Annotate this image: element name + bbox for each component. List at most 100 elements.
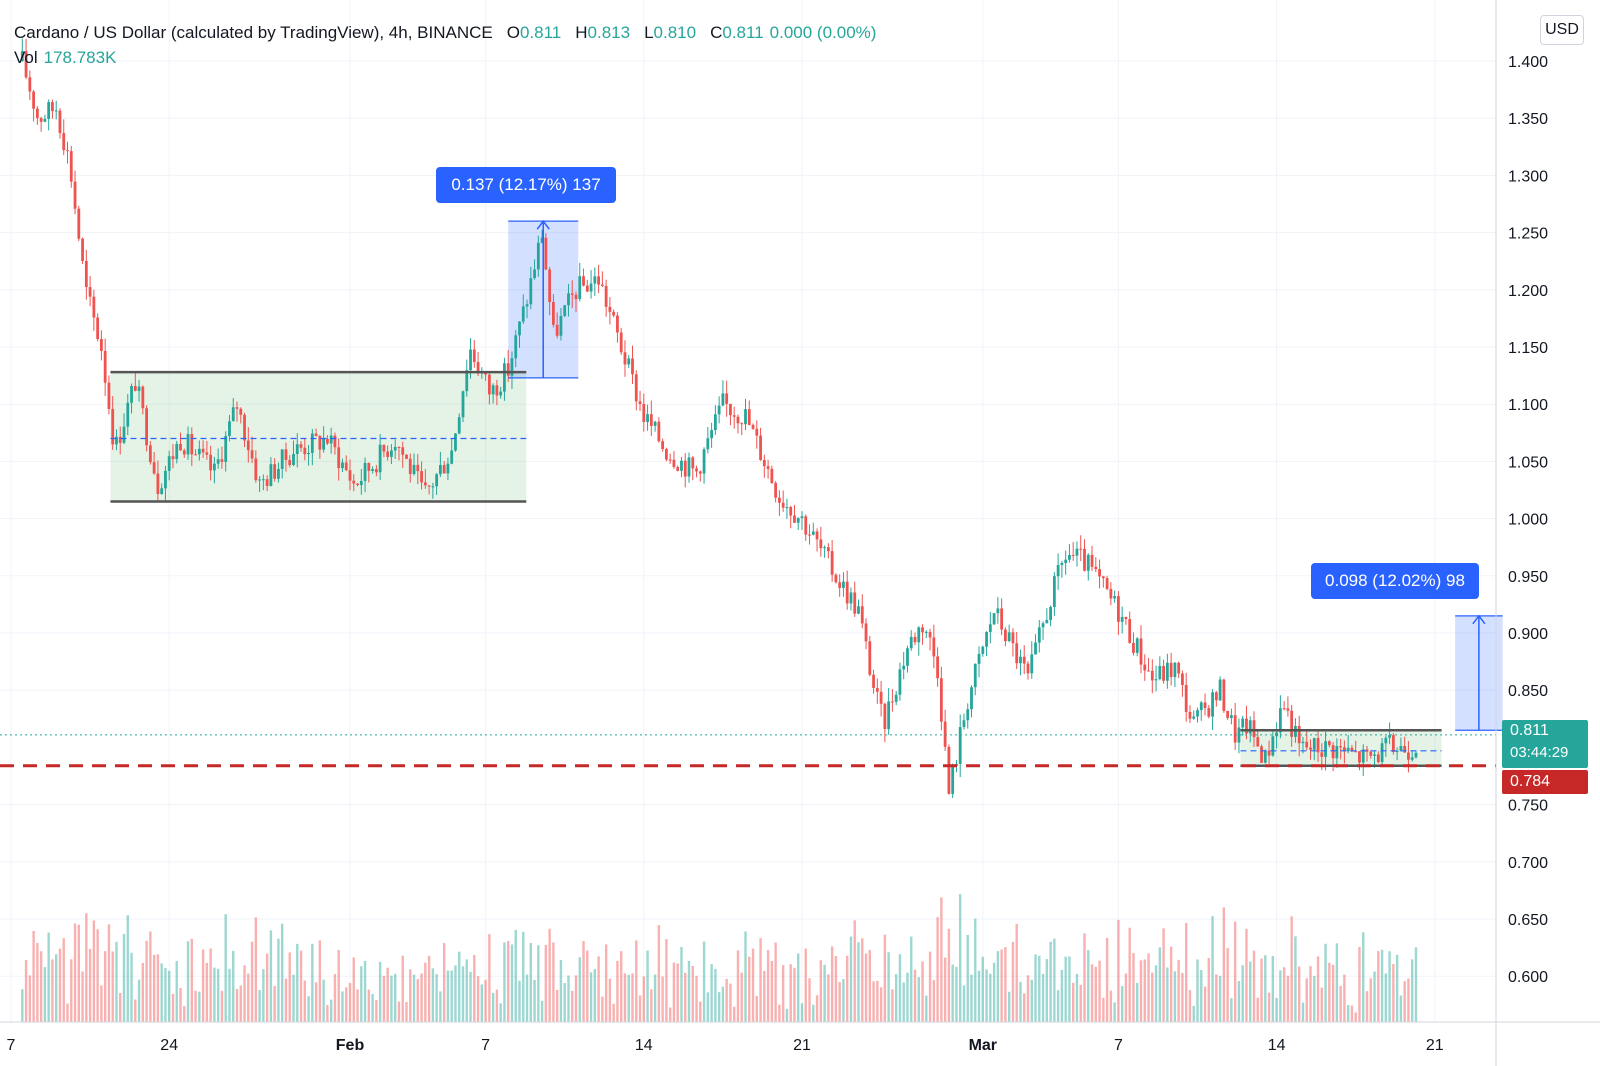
candle-body — [698, 471, 702, 474]
volume-bar — [894, 974, 898, 1022]
volume-bar — [868, 949, 871, 1022]
volume-bar — [107, 924, 111, 1022]
volume-bar — [1041, 973, 1045, 1022]
volume-bar — [473, 955, 476, 1022]
volume-bar — [397, 1001, 401, 1022]
time-tick-label: 21 — [793, 1037, 811, 1054]
volume-bar — [642, 976, 645, 1022]
candle-body — [1373, 754, 1376, 756]
candle-body — [47, 102, 51, 119]
candle-body — [103, 350, 107, 383]
candle-body — [1154, 679, 1158, 681]
candle-body — [28, 77, 32, 92]
candle-body — [66, 150, 69, 152]
candle-body — [1004, 629, 1007, 642]
candle-body — [51, 102, 54, 112]
candle-body — [472, 349, 476, 363]
volume-bar — [28, 975, 32, 1022]
candle-body — [393, 446, 397, 451]
volume-bar — [612, 1003, 615, 1022]
candle-body — [1297, 725, 1301, 744]
volume-bar — [277, 938, 280, 1022]
volume-bar — [262, 969, 265, 1022]
volume-bar — [522, 931, 525, 1022]
candle-body — [1188, 711, 1192, 719]
candle-body — [341, 462, 344, 469]
candle-body — [706, 438, 710, 450]
candle-body — [1350, 747, 1354, 752]
candle-body — [604, 285, 608, 307]
volume-bar — [66, 1003, 69, 1022]
volume-bar — [1305, 978, 1308, 1022]
volume-bar — [646, 950, 649, 1022]
volume-bar — [424, 962, 427, 1022]
candle-body — [1192, 716, 1196, 719]
candle-body — [1286, 708, 1290, 711]
volume-bar — [198, 991, 201, 1022]
candle-body — [672, 459, 676, 468]
time-tick-label: 7 — [7, 1037, 16, 1054]
candle-body — [386, 451, 390, 457]
candle-body — [680, 460, 683, 471]
volume-bar — [232, 950, 235, 1022]
candle-body — [691, 457, 695, 469]
candle-body — [740, 423, 744, 425]
measure-label-1[interactable]: 0.137 (12.17%) 137 — [436, 167, 616, 203]
candle-body — [1403, 745, 1407, 753]
volume-bar — [887, 952, 890, 1022]
volume-label: Vol — [14, 48, 38, 67]
volume-bar — [985, 969, 988, 1022]
candle-body — [295, 444, 299, 454]
volume-bar — [58, 948, 62, 1022]
volume-bar — [258, 989, 261, 1022]
volume-bar — [1049, 941, 1052, 1022]
candle-body — [1120, 616, 1124, 622]
volume-bar — [1331, 964, 1335, 1022]
volume-bar — [755, 996, 758, 1022]
volume-bar — [1399, 995, 1403, 1022]
volume-bar — [1294, 936, 1297, 1022]
volume-bar — [1346, 1005, 1350, 1022]
volume-bar — [552, 942, 555, 1022]
volume-bar — [348, 983, 352, 1022]
candle-body — [593, 276, 597, 284]
volume-bar — [827, 974, 830, 1022]
currency-button[interactable]: USD — [1540, 15, 1584, 45]
volume-bar — [141, 962, 145, 1022]
candle-body — [582, 276, 585, 286]
volume-bar — [273, 986, 276, 1022]
candle-body — [1395, 750, 1399, 753]
time-tick-label: 7 — [481, 1037, 490, 1054]
volume-bar — [416, 979, 419, 1022]
measure-arrow-head — [1472, 614, 1486, 625]
volume-bar — [152, 954, 156, 1022]
volume-bar — [687, 960, 691, 1022]
candle-body — [943, 721, 947, 747]
price-tick-label: 1.350 — [1508, 111, 1548, 128]
volume-bar — [913, 969, 917, 1022]
volume-bar — [1094, 966, 1097, 1022]
candle-body — [1414, 752, 1418, 758]
measure-label-2[interactable]: 0.098 (12.02%) 98 — [1311, 563, 1479, 599]
volume-bar — [454, 965, 457, 1022]
candle-body — [781, 502, 785, 508]
volume-bar — [1290, 916, 1293, 1022]
candle-body — [1015, 643, 1019, 664]
volume-bar — [589, 972, 593, 1022]
candle-body — [1207, 708, 1211, 717]
volume-bar — [996, 951, 1000, 1022]
volume-bar — [604, 944, 608, 1022]
candle-body — [1407, 752, 1410, 760]
candle-body — [642, 403, 646, 423]
volume-bar — [390, 975, 393, 1022]
volume-bar — [254, 917, 258, 1022]
volume-bar — [684, 972, 687, 1022]
volume-bar — [209, 948, 212, 1022]
candle-body — [292, 453, 295, 465]
volume-bar — [830, 946, 834, 1022]
volume-bar — [1064, 956, 1067, 1022]
candle-body — [344, 462, 348, 471]
volume-bar — [1350, 1005, 1354, 1022]
close-value: 0.811 — [722, 23, 764, 42]
